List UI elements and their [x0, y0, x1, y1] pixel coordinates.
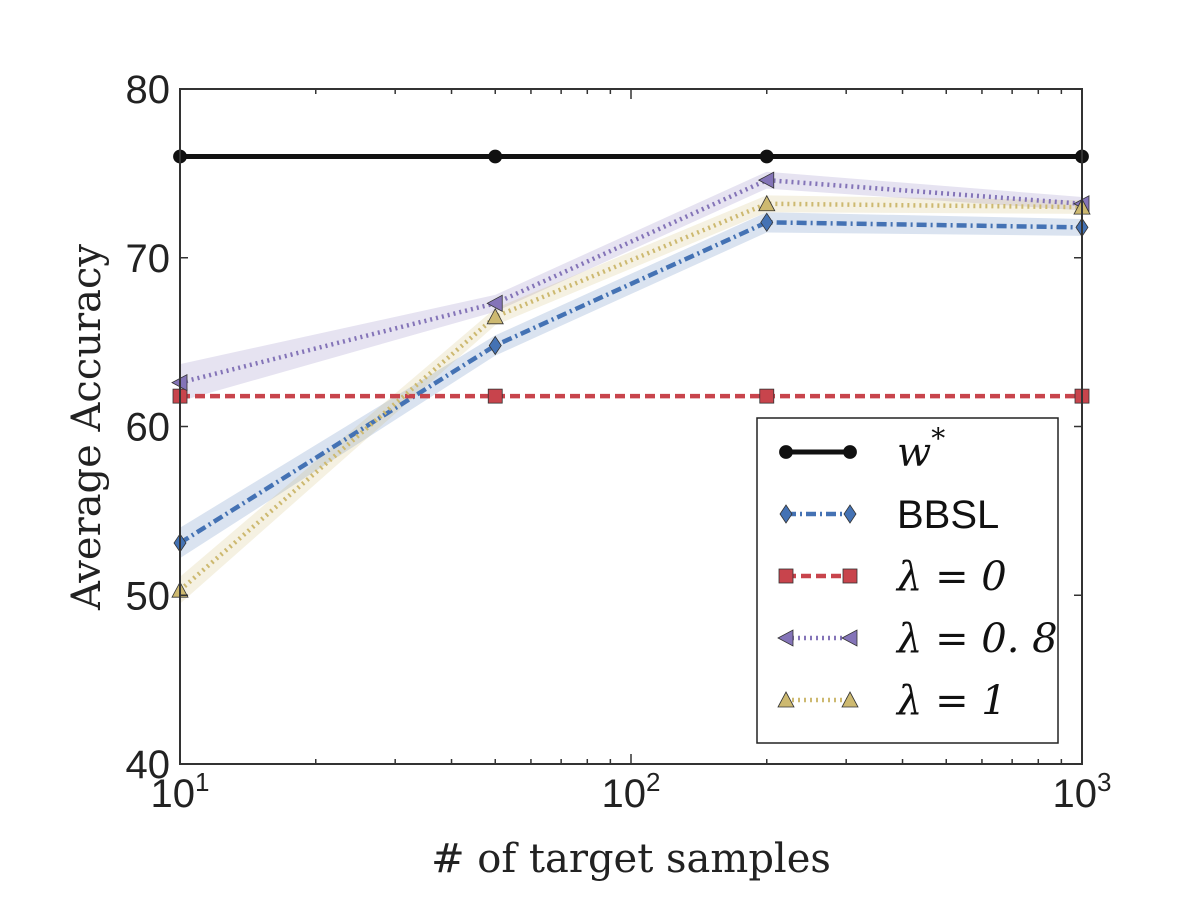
x-tick-label-1: 102: [602, 767, 661, 816]
line--1: [178, 201, 1083, 592]
point--0-2: [759, 388, 775, 404]
point--1-1: [486, 307, 504, 325]
y-tick-label-1: 50: [126, 574, 171, 618]
legend: w* BBSL λ = 0 λ = 0. 8 λ = 1: [756, 417, 1059, 744]
band-bbsl: [180, 212, 1082, 559]
legend-marker-end--1: [841, 691, 859, 708]
y-tick-label-2: 60: [126, 406, 171, 450]
legend-marker-end--0: [842, 568, 858, 584]
legend-marker-start-w-: [779, 445, 793, 459]
point--1-2: [758, 194, 776, 212]
point--0-8-2: [757, 171, 775, 189]
x-tick-label-2: 103: [1053, 767, 1112, 816]
x-axis-title: # of target samples: [431, 836, 831, 882]
axis-ticks: [179, 88, 1083, 765]
point-bbsl-1: [488, 335, 502, 356]
legend-marker-start--0-8: [777, 629, 794, 647]
point--0-1: [487, 388, 503, 404]
legend-label-w-: w*: [897, 422, 945, 476]
legend-label--1: λ = 1: [895, 678, 1007, 724]
y-tick-label-0: 40: [126, 743, 171, 787]
confidence-bands: [180, 171, 1082, 604]
point--0-8-1: [486, 294, 503, 312]
y-tick-label-3: 70: [126, 237, 171, 281]
legend-label--0-8: λ = 0. 8: [895, 616, 1058, 662]
x-tick-label-0: 101: [151, 767, 210, 816]
series-lines: [178, 154, 1083, 592]
legend-box: [756, 417, 1059, 744]
legend-marker-start--1: [777, 691, 795, 708]
legend-marker-end-bbsl: [843, 504, 857, 524]
point-w--2: [759, 149, 774, 164]
legend-label--0: λ = 0: [895, 554, 1007, 600]
band--0-8: [180, 171, 1082, 402]
point-bbsl-2: [760, 212, 774, 233]
y-axis-title: Average Accuracy: [64, 244, 110, 611]
legend-marker-start-bbsl: [779, 504, 793, 524]
legend-label-bbsl: BBSL: [897, 493, 999, 537]
y-tick-label-4: 80: [126, 68, 171, 112]
tick-labels: 40 50 60 70 80 101 102 103: [126, 68, 1112, 816]
legend-marker-start--0: [778, 568, 794, 584]
point-w--1: [488, 149, 503, 164]
line-bbsl: [178, 220, 1083, 545]
legend-marker-end-w-: [843, 445, 857, 459]
line--0-8: [179, 177, 1083, 385]
legend-marker-end--0-8: [841, 629, 858, 647]
